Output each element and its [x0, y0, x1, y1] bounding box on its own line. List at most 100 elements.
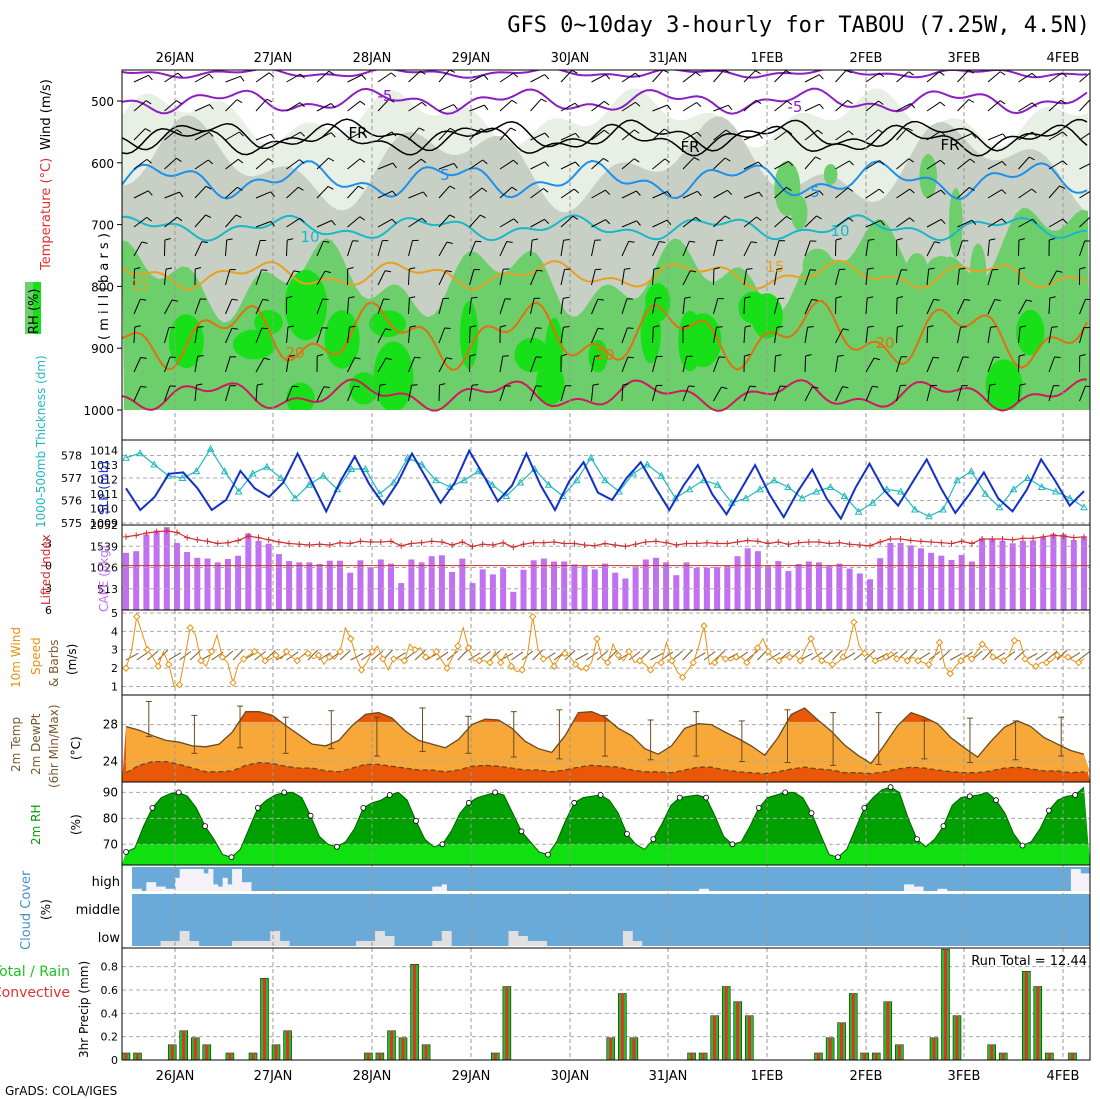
- precip-convective-bar: [228, 1053, 232, 1060]
- cape-bar: [846, 568, 853, 610]
- wind-barb-flag: [605, 219, 611, 225]
- precip-convective-bar: [874, 1053, 878, 1060]
- thickness-label: 1000-500mb Thickness (dm): [34, 355, 48, 528]
- wind-barb: [499, 385, 506, 402]
- precip-convective-bar: [1036, 986, 1040, 1060]
- wind-barb-flag: [506, 241, 513, 243]
- wind-barb-flag: [696, 102, 702, 107]
- contour-label: 10: [830, 222, 849, 240]
- lifted-index-marker: [449, 541, 456, 548]
- wind-barb: [835, 217, 849, 228]
- top-date-label: 28JAN: [353, 51, 392, 66]
- wind-barb: [408, 385, 412, 402]
- lifted-index-marker: [816, 539, 823, 545]
- wind-barb-flag: [787, 130, 793, 135]
- wind-barb: [865, 269, 869, 286]
- wind-barb: [987, 299, 996, 315]
- wind-barb-flag: [197, 326, 204, 328]
- cape-bar: [235, 555, 242, 610]
- wind-barb-flag: [512, 72, 519, 78]
- wind-barb: [835, 356, 839, 373]
- wind-barb-flag: [359, 100, 366, 106]
- precip-label-2: Convective: [0, 985, 70, 1001]
- precip-convective-bar: [124, 1053, 128, 1060]
- precip-label-3: 3hr Precip (mm): [77, 961, 91, 1058]
- wind-barb: [286, 131, 301, 141]
- wind-barb-flag: [1061, 72, 1068, 78]
- wind-barb-flag: [511, 186, 518, 191]
- wind-barb-flag: [484, 104, 489, 111]
- wind10m-barb: [907, 649, 918, 661]
- wind-barb-flag: [383, 298, 390, 300]
- wind10m-barb: [703, 651, 716, 661]
- wind-barb: [469, 74, 485, 83]
- wind-barb: [286, 217, 301, 228]
- wind-barb: [438, 241, 448, 257]
- wind10m-marker: [775, 657, 783, 665]
- wind-barb: [591, 100, 605, 112]
- wind-barb-flag: [880, 220, 885, 226]
- wind-barb: [957, 187, 970, 199]
- precip-convective-bar: [817, 1053, 820, 1060]
- wind-barb-flag: [140, 298, 147, 301]
- cloud-high-bar: [1075, 869, 1081, 891]
- cape-bar: [184, 552, 191, 610]
- wind-barb: [896, 103, 911, 112]
- pressure-label: ( m i l l i b a r s ): [97, 233, 112, 340]
- wind10m-barb: [1078, 651, 1091, 661]
- wind-barb: [194, 159, 209, 170]
- wind-barb-flag: [934, 241, 941, 244]
- lifted-index-marker: [693, 540, 700, 547]
- wind-barb: [743, 297, 746, 315]
- rh-green-blob: [790, 195, 808, 231]
- wind-barb-flag: [1079, 354, 1086, 357]
- lifted-index-marker: [703, 539, 710, 546]
- cloud-high-bar: [1080, 873, 1086, 891]
- temp2m-label-1: 2m Temp: [9, 717, 23, 772]
- wind-barb-flag: [812, 386, 819, 389]
- wind-barb-flag: [878, 129, 884, 134]
- top-date-label: 26JAN: [156, 51, 195, 66]
- slp-tick-label: 1014: [90, 445, 118, 458]
- contour-label: 5: [440, 166, 450, 184]
- rh2m-marker: [465, 799, 472, 806]
- temperature-contour: [122, 259, 1088, 291]
- wind-barb: [682, 71, 697, 83]
- wind-barb-flag: [513, 218, 519, 224]
- precip-convective-bar: [724, 986, 728, 1060]
- wind-barb-flag: [994, 299, 1001, 302]
- wind10m-marker: [304, 649, 312, 658]
- lifted-index-marker: [775, 539, 782, 545]
- wind-barb-flag: [195, 267, 202, 270]
- cape-bar: [489, 574, 496, 610]
- wind-barb: [926, 385, 932, 402]
- cape-bar: [724, 565, 731, 610]
- cape-bar: [907, 545, 914, 610]
- wind-barb-flag: [1062, 160, 1068, 166]
- wind10m-label-1: 10m Wind: [9, 627, 23, 688]
- cloud-low-bar: [232, 941, 238, 946]
- wind-barb-flag: [724, 157, 731, 162]
- wind-barb: [743, 216, 757, 228]
- cape-bar: [163, 527, 170, 610]
- wind10m-marker: [957, 657, 965, 665]
- wind-barb-flag: [379, 383, 386, 386]
- wind-barb-flag: [409, 296, 416, 299]
- lifted-index-marker: [123, 533, 129, 540]
- lifted-index-marker: [438, 539, 445, 545]
- lifted-index-marker: [968, 540, 975, 547]
- wind-barb: [865, 240, 869, 257]
- cloud-low-bar: [541, 941, 547, 946]
- cloud-high-bar: [194, 869, 200, 891]
- rh-saturated-blob: [985, 359, 1023, 413]
- wind-barb-flag: [724, 215, 731, 220]
- wind10m-marker: [732, 653, 740, 661]
- wind-barb-flag: [592, 383, 599, 386]
- wind-barb-flag: [939, 101, 946, 107]
- cloud-high-bar: [1085, 873, 1091, 891]
- wind-barb: [1048, 72, 1063, 83]
- wind-barb: [164, 129, 178, 141]
- wind10m-marker: [721, 655, 730, 663]
- lifted-index-marker: [571, 540, 578, 547]
- wind-barb-flag: [819, 103, 824, 110]
